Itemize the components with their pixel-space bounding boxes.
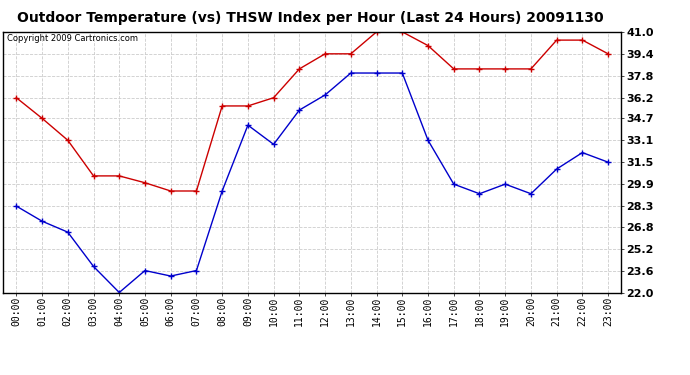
Text: Copyright 2009 Cartronics.com: Copyright 2009 Cartronics.com	[7, 34, 138, 43]
Text: Outdoor Temperature (vs) THSW Index per Hour (Last 24 Hours) 20091130: Outdoor Temperature (vs) THSW Index per …	[17, 11, 604, 25]
